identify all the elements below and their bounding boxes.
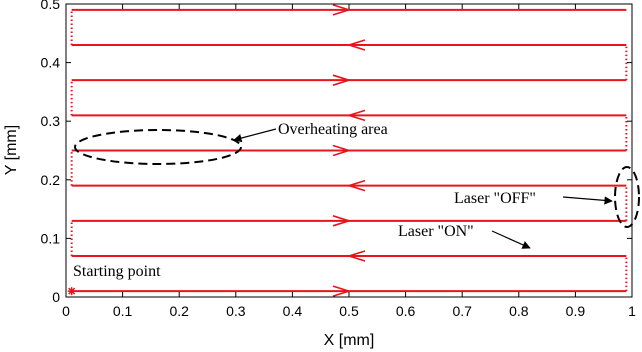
x-tick-label: 1 bbox=[628, 303, 636, 319]
laser-on-arrow bbox=[491, 230, 531, 249]
laser-off-label: Laser "OFF" bbox=[454, 190, 536, 207]
scan-direction-arrow bbox=[332, 4, 352, 16]
laser-on-label: Laser "ON" bbox=[398, 223, 474, 240]
scan-direction-arrow bbox=[332, 74, 352, 86]
x-tick-label: 0.3 bbox=[226, 303, 246, 319]
scan-path-layer bbox=[67, 4, 628, 297]
y-tick-label: 0.4 bbox=[41, 55, 61, 71]
overheating-arrow bbox=[233, 128, 277, 143]
x-tick-label: 0.9 bbox=[566, 303, 586, 319]
overheating-label: Overheating area bbox=[278, 121, 388, 138]
scan-direction-arrow bbox=[346, 250, 366, 262]
tick-layer: 0 0.1 0.2 0.3 0.4 0.5 0.6 0.7 0.8 0.9 1 0 0.1 0.2 0.3 0… bbox=[41, 0, 637, 319]
y-axis-label: Y [mm] bbox=[3, 125, 20, 175]
x-tick-label: 0.4 bbox=[283, 303, 303, 319]
y-tick-label: 0 bbox=[52, 289, 60, 305]
y-tick-label: 0.1 bbox=[41, 230, 61, 246]
scan-direction-arrow bbox=[332, 215, 352, 227]
scan-direction-arrow bbox=[346, 39, 366, 51]
y-tick-label: 0.5 bbox=[41, 0, 61, 12]
scan-direction-arrow bbox=[346, 179, 366, 192]
x-tick-label: 0 bbox=[62, 303, 70, 319]
y-tick-label: 0.2 bbox=[41, 172, 61, 188]
scan-direction-arrow bbox=[332, 285, 352, 297]
scan-direction-arrow bbox=[346, 109, 366, 122]
x-tick-label: 0.8 bbox=[509, 303, 529, 319]
x-tick-label: 0.5 bbox=[339, 303, 359, 319]
laser-off-arrow bbox=[562, 196, 613, 205]
y-tick-label: 0.3 bbox=[41, 113, 61, 129]
starting-point-marker bbox=[67, 287, 76, 296]
x-tick-label: 0.7 bbox=[452, 303, 472, 319]
starting-point-label: Starting point bbox=[73, 263, 161, 280]
scan-direction-arrow bbox=[332, 144, 352, 157]
x-tick-label: 0.6 bbox=[396, 303, 416, 319]
overheating-area-ellipse bbox=[74, 129, 242, 165]
x-tick-label: 0.1 bbox=[113, 303, 133, 319]
x-axis-label: X [mm] bbox=[324, 332, 375, 349]
plot-frame bbox=[65, 3, 633, 298]
x-tick-label: 0.2 bbox=[169, 303, 189, 319]
laser-off-ellipse bbox=[614, 166, 640, 228]
